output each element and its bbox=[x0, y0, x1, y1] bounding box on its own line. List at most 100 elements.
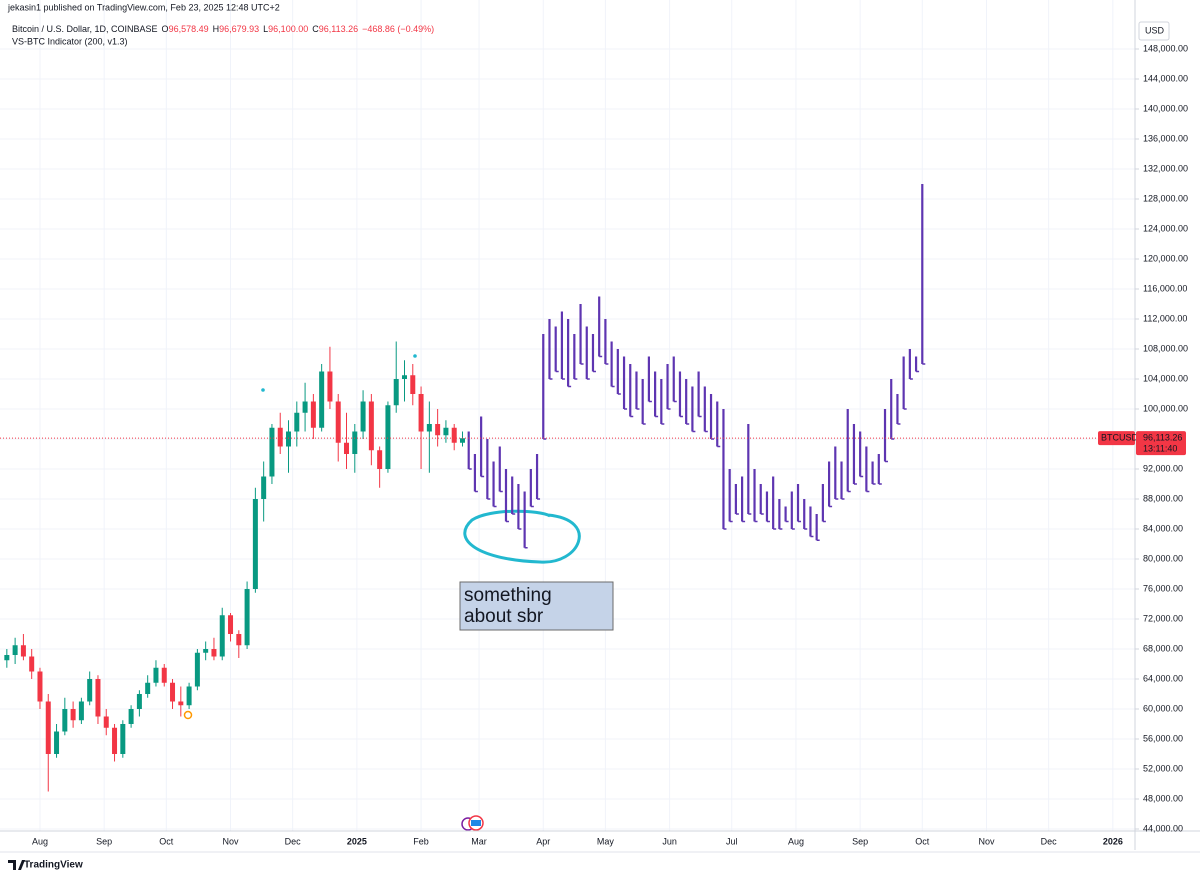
flag-icons bbox=[461, 815, 484, 831]
candle-body bbox=[4, 655, 10, 661]
candle-body bbox=[153, 667, 159, 683]
y-tick-label: 56,000.00 bbox=[1143, 733, 1183, 743]
candle-body bbox=[87, 679, 93, 702]
candle-body bbox=[128, 709, 134, 724]
candle-body bbox=[62, 709, 68, 732]
candle-body bbox=[203, 649, 209, 653]
y-tick-label: 116,000.00 bbox=[1143, 283, 1187, 293]
x-tick-label: Nov bbox=[223, 836, 240, 846]
ohlc-value: 96,578.49 bbox=[169, 24, 209, 34]
price-tag-box bbox=[1136, 431, 1186, 456]
candle-body bbox=[426, 424, 432, 432]
candle-body bbox=[327, 371, 333, 402]
candle-body bbox=[161, 667, 167, 683]
candle-body bbox=[261, 476, 267, 499]
candle-body bbox=[95, 679, 101, 717]
candle-body bbox=[45, 701, 51, 754]
ohlc-key: O bbox=[162, 24, 169, 34]
y-tick-label: 140,000.00 bbox=[1143, 103, 1188, 113]
candle-body bbox=[435, 424, 441, 436]
candle-body bbox=[252, 499, 258, 589]
candle-body bbox=[186, 686, 192, 706]
candle-body bbox=[451, 427, 457, 443]
x-tick-label: May bbox=[597, 836, 615, 846]
x-tick-label: Feb bbox=[413, 836, 429, 846]
candle-body bbox=[70, 709, 76, 721]
y-tick-label: 80,000.00 bbox=[1143, 553, 1183, 563]
x-tick-label: Aug bbox=[788, 836, 804, 846]
candle-body bbox=[244, 589, 250, 646]
candle-body bbox=[145, 682, 151, 694]
ohlc-key: H bbox=[213, 24, 220, 34]
change: −468.86 (−0.49%) bbox=[362, 24, 434, 34]
x-tick-label: Sep bbox=[852, 836, 868, 846]
x-tick-label: Sep bbox=[96, 836, 112, 846]
candle-body bbox=[54, 731, 60, 754]
x-tick-label: Nov bbox=[978, 836, 995, 846]
signal-dot bbox=[261, 388, 265, 392]
y-tick-label: 76,000.00 bbox=[1143, 583, 1183, 593]
candle-body bbox=[302, 401, 308, 413]
countdown: 13:11:40 bbox=[1143, 444, 1177, 454]
y-tick-label: 120,000.00 bbox=[1143, 253, 1188, 263]
x-tick-label: Oct bbox=[915, 836, 930, 846]
candle-body bbox=[277, 427, 283, 447]
y-tick-label: 136,000.00 bbox=[1143, 133, 1188, 143]
candle-body bbox=[335, 401, 341, 443]
y-tick-label: 72,000.00 bbox=[1143, 613, 1183, 623]
x-tick-label: Dec bbox=[285, 836, 302, 846]
event-marker bbox=[183, 710, 193, 720]
x-tick-label: Aug bbox=[32, 836, 48, 846]
candle-body bbox=[286, 431, 292, 447]
candle-body bbox=[228, 615, 234, 634]
candle-body bbox=[112, 727, 118, 754]
y-tick-label: 132,000.00 bbox=[1143, 163, 1188, 173]
y-tick-label: 60,000.00 bbox=[1143, 703, 1183, 713]
ohlc-value: 96,679.93 bbox=[219, 24, 259, 34]
candle-body bbox=[78, 701, 84, 721]
candle-body bbox=[360, 401, 366, 432]
candle-body bbox=[136, 694, 142, 709]
candle-body bbox=[29, 656, 35, 672]
y-tick-label: 44,000.00 bbox=[1143, 823, 1183, 833]
x-tick-label: Mar bbox=[471, 836, 487, 846]
y-tick-label: 112,000.00 bbox=[1143, 313, 1187, 323]
x-tick-label: 2025 bbox=[347, 836, 367, 846]
brand-logo bbox=[8, 860, 25, 870]
candle-body bbox=[269, 427, 275, 477]
annotation-box bbox=[459, 581, 614, 631]
candle-body bbox=[319, 371, 325, 428]
candle-body bbox=[12, 645, 18, 655]
y-tick-label: 52,000.00 bbox=[1143, 763, 1183, 773]
annotation-text: about sbr bbox=[464, 606, 544, 627]
y-tick-label: 104,000.00 bbox=[1143, 373, 1188, 383]
y-tick-label: 148,000.00 bbox=[1143, 43, 1188, 53]
symbol-tag-box bbox=[1098, 431, 1135, 446]
candle-body bbox=[401, 375, 407, 379]
candle-body bbox=[170, 682, 176, 702]
y-tick-label: 128,000.00 bbox=[1143, 193, 1188, 203]
grid bbox=[0, 0, 1135, 831]
x-tick-label: Apr bbox=[536, 836, 550, 846]
candle-body bbox=[37, 671, 43, 702]
y-tick-label: 88,000.00 bbox=[1143, 493, 1183, 503]
ohlc-value: 96,113.26 bbox=[319, 24, 358, 34]
candle-body bbox=[20, 645, 26, 657]
candle-body bbox=[368, 401, 374, 451]
currency-button[interactable] bbox=[1138, 21, 1170, 41]
indicator-legend: VS-BTC Indicator (200, v1.3) bbox=[12, 36, 128, 46]
y-tick-label: 92,000.00 bbox=[1143, 463, 1183, 473]
candle-body bbox=[178, 701, 184, 706]
y-tick-label: 84,000.00 bbox=[1143, 523, 1183, 533]
y-tick-label: 108,000.00 bbox=[1143, 343, 1188, 353]
y-tick-label: 48,000.00 bbox=[1143, 793, 1183, 803]
annotation-text: something bbox=[464, 585, 552, 606]
candle-body bbox=[418, 394, 424, 432]
x-tick-label: Oct bbox=[159, 836, 174, 846]
marks bbox=[4, 184, 926, 792]
signal-dot bbox=[413, 354, 417, 358]
candle-body bbox=[211, 649, 217, 657]
currency[interactable]: USD bbox=[1145, 25, 1165, 35]
ellipse-drawing bbox=[463, 509, 581, 564]
y-tick-label: 124,000.00 bbox=[1143, 223, 1188, 233]
